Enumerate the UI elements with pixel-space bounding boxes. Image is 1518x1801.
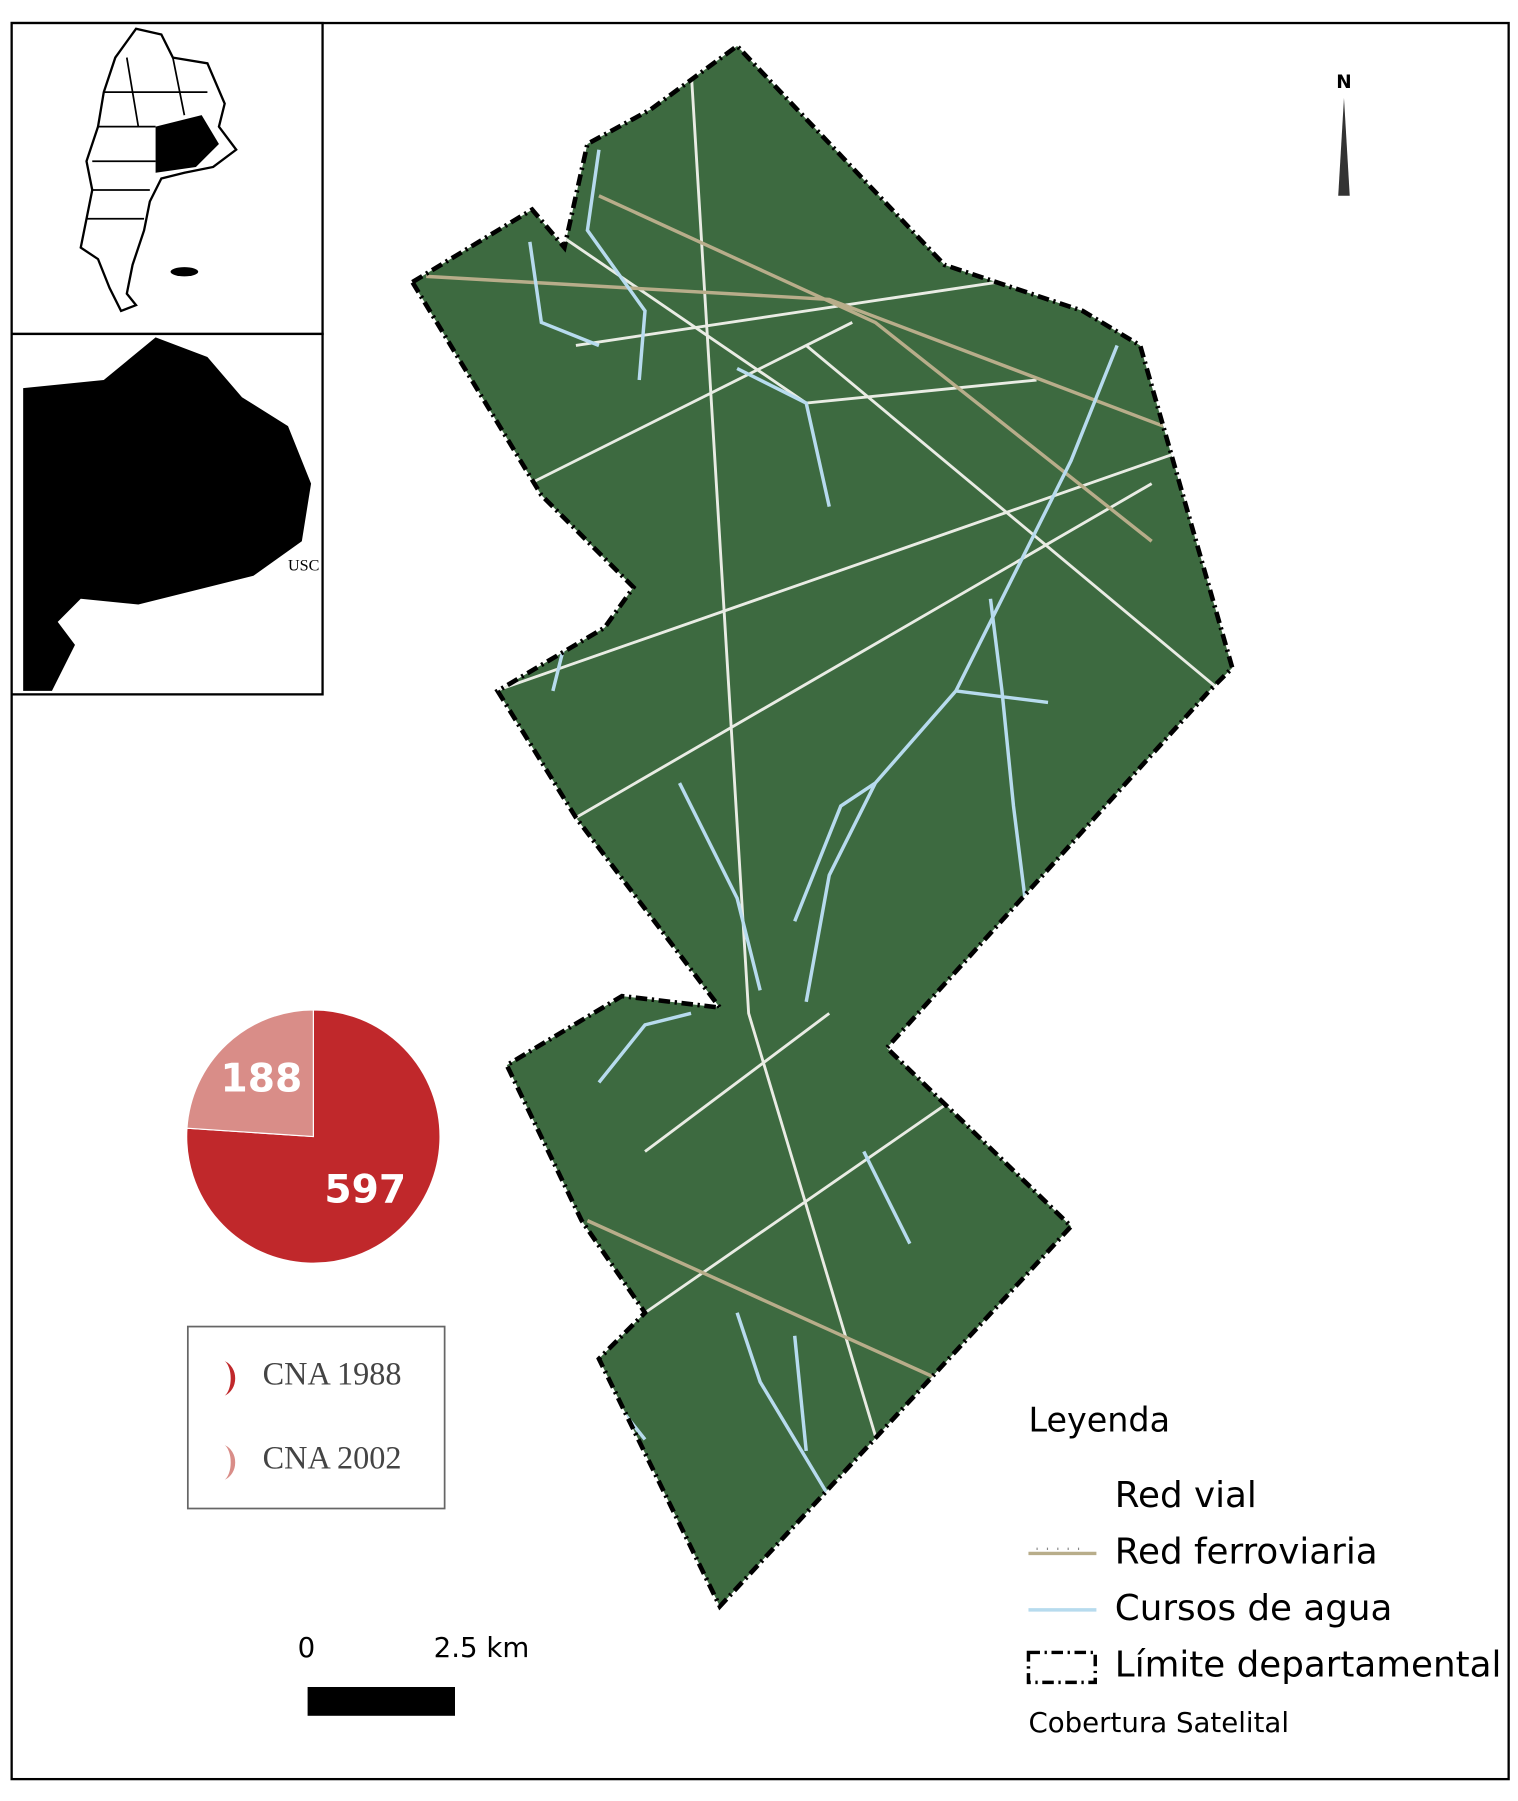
pie-slice [186,1009,441,1264]
legend-item: Red ferroviaria [1115,1531,1378,1572]
province-shape [23,337,312,691]
pie-legend-label: CNA 2002 [263,1440,402,1476]
legend-swatch [224,1445,236,1480]
pie-value-label: 597 [324,1168,406,1213]
north-label: N [1336,72,1351,93]
legend-swatch [224,1361,236,1396]
pie-value-label: 188 [221,1057,303,1102]
legend-footer: Cobertura Satelital [1028,1706,1289,1739]
province-borders [86,57,208,220]
pie-legend-box [186,1325,446,1510]
north-arrow [1338,97,1350,196]
scale-bar [307,1686,455,1716]
legend-title: Leyenda [1028,1401,1170,1440]
province-highlight [155,115,219,173]
scale-end: 2.5 km [434,1631,530,1664]
pie-slice [186,1009,314,1138]
scale-start: 0 [298,1631,316,1664]
legend-item: Cursos de agua [1115,1588,1393,1629]
legend-item: Red vial [1115,1475,1257,1516]
islands [170,267,199,277]
inset-label: USC [288,557,319,574]
legend-item: Límite departamental [1115,1644,1502,1685]
pie-legend-label: CNA 1988 [263,1356,402,1392]
legend-border-icon [1026,1650,1097,1685]
